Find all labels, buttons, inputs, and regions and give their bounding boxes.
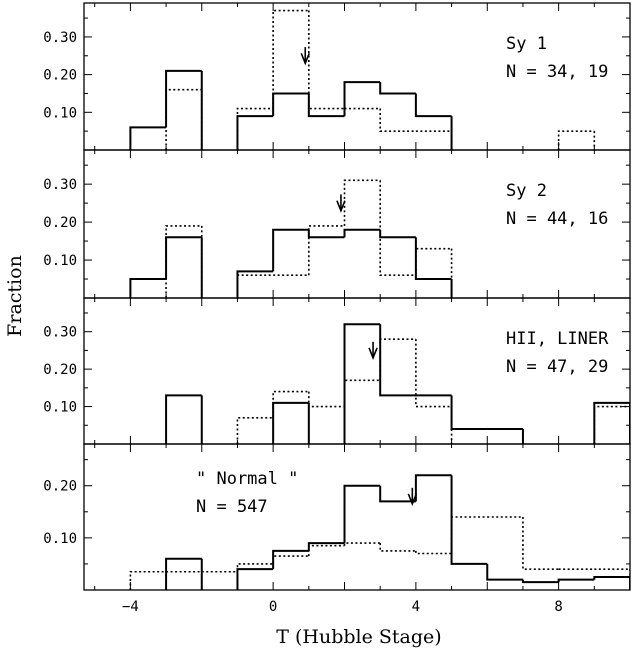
panel-label-count: N = 44, 16	[506, 209, 608, 229]
y-tick-label: 0.20	[43, 362, 77, 378]
arrow-marker	[368, 341, 378, 361]
panel-label-type: " Normal "	[196, 469, 298, 489]
panel-label-type: Sy 1	[506, 34, 547, 54]
y-tick-label: 0.20	[43, 479, 77, 495]
panel-label-count: N = 547	[196, 497, 268, 517]
panel-label-count: N = 34, 19	[506, 62, 608, 82]
arrow-marker	[336, 194, 346, 213]
y-tick-label: 0.10	[43, 400, 77, 416]
y-tick-label: 0.20	[43, 215, 77, 231]
x-axis-label: T (Hubble Stage)	[276, 626, 441, 648]
panel-label-type: Sy 2	[506, 181, 547, 201]
y-axis-label: Fraction	[4, 255, 26, 337]
panel-hii-liner: 0.10 0.20 0.30 HII, LINER N = 47, 29	[43, 297, 631, 445]
panel-sy1: 0.10 0.20 0.30 Sy 1 N = 34, 19	[43, 2, 631, 151]
arrow-marker	[407, 487, 418, 507]
y-tick-label: 0.10	[43, 105, 77, 121]
x-tick-label: 4	[412, 599, 420, 615]
x-tick-label: −4	[122, 599, 139, 615]
panel-frame	[83, 443, 631, 591]
x-tick-label: 0	[269, 599, 277, 615]
panel-sy2: 0.10 0.20 0.30 Sy 2 N = 44, 16	[43, 149, 631, 299]
histogram-dotted	[236, 338, 630, 444]
y-tick-label: 0.30	[43, 177, 77, 193]
histogram-dotted	[129, 516, 630, 590]
histogram-dotted	[165, 9, 596, 150]
panel-label-count: N = 47, 29	[506, 357, 608, 377]
panel-label-type: HII, LINER	[506, 329, 609, 349]
histogram-solid	[165, 474, 630, 590]
arrow-marker	[300, 47, 310, 66]
x-tick-label: 8	[554, 599, 562, 615]
y-tick-label: 0.10	[43, 531, 77, 547]
x-axis: −4 0 4 8	[122, 599, 563, 615]
y-tick-label: 0.10	[43, 253, 77, 269]
histogram-solid	[129, 228, 453, 298]
y-tick-label: 0.20	[43, 68, 77, 84]
histogram-solid	[129, 69, 453, 150]
y-tick-label: 0.30	[43, 30, 77, 46]
panel-normal: 0.10 0.20 " Normal " N = 547	[43, 443, 631, 591]
panels-group: 0.10 0.20 0.30 Sy 1 N = 34, 19 0.10 0.20 0.30 Sy…	[43, 2, 631, 591]
y-tick-label: 0.30	[43, 325, 77, 341]
histogram-solid	[165, 323, 630, 444]
histogram-dotted	[165, 179, 453, 298]
